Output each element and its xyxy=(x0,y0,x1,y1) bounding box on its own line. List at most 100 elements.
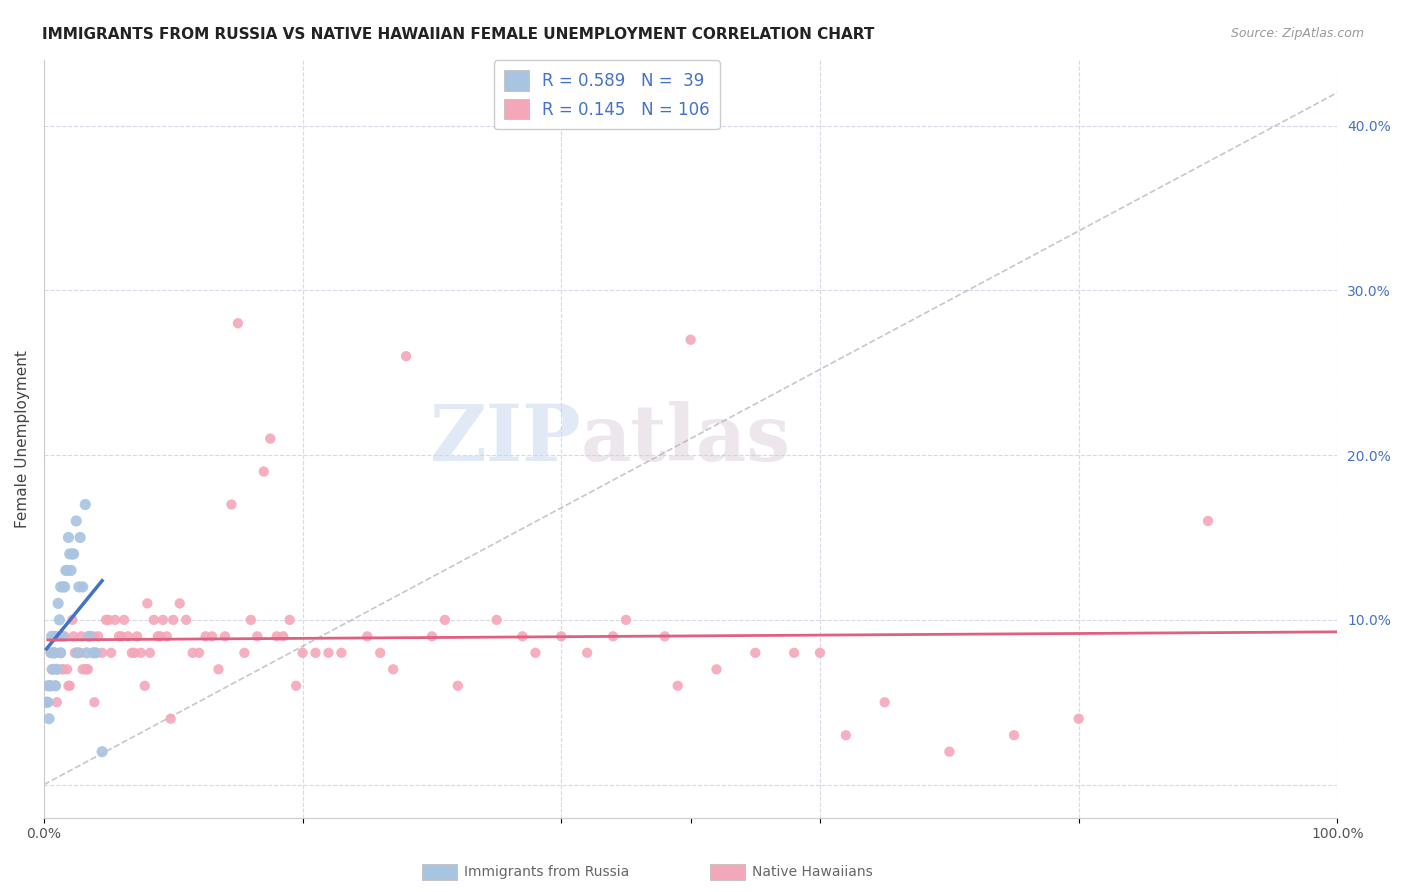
Point xyxy=(136,596,159,610)
Point xyxy=(194,629,217,643)
Point xyxy=(104,613,127,627)
Point xyxy=(108,629,131,643)
Point xyxy=(75,662,97,676)
Point xyxy=(291,646,314,660)
Point xyxy=(55,563,77,577)
Point xyxy=(65,514,87,528)
Point xyxy=(420,629,443,643)
Point xyxy=(706,662,728,676)
Point xyxy=(395,349,418,363)
Point xyxy=(201,629,224,643)
Point xyxy=(146,629,169,643)
Point xyxy=(42,662,65,676)
Point xyxy=(100,646,122,660)
Point xyxy=(259,432,281,446)
Point xyxy=(41,629,63,643)
Point xyxy=(512,629,534,643)
Point xyxy=(110,629,132,643)
Point xyxy=(44,646,66,660)
Point xyxy=(59,679,82,693)
Point xyxy=(39,646,62,660)
Point xyxy=(368,646,391,660)
Point xyxy=(45,662,67,676)
Y-axis label: Female Unemployment: Female Unemployment xyxy=(15,350,30,527)
Point xyxy=(614,613,637,627)
Point xyxy=(46,596,69,610)
Text: atlas: atlas xyxy=(581,401,790,476)
Point xyxy=(63,646,86,660)
Point xyxy=(233,646,256,660)
Point xyxy=(69,646,91,660)
Point xyxy=(318,646,340,660)
Text: Immigrants from Russia: Immigrants from Russia xyxy=(464,865,630,880)
Point xyxy=(44,679,66,693)
Point xyxy=(44,629,66,643)
Point xyxy=(58,531,80,545)
Point xyxy=(125,629,148,643)
Point xyxy=(39,679,62,693)
Point xyxy=(84,646,107,660)
Point xyxy=(226,316,249,330)
Point xyxy=(253,465,276,479)
Point xyxy=(44,679,66,693)
Point xyxy=(67,580,90,594)
Point xyxy=(48,613,70,627)
Point xyxy=(246,629,269,643)
Point xyxy=(576,646,599,660)
Point xyxy=(214,629,236,643)
Point xyxy=(70,629,93,643)
Point xyxy=(35,695,58,709)
Point xyxy=(524,646,547,660)
Point xyxy=(38,679,60,693)
Point xyxy=(433,613,456,627)
Point xyxy=(278,613,301,627)
Point xyxy=(56,563,79,577)
Point xyxy=(87,629,110,643)
Point xyxy=(239,613,262,627)
Point xyxy=(65,646,87,660)
Text: Source: ZipAtlas.com: Source: ZipAtlas.com xyxy=(1230,27,1364,40)
Point xyxy=(873,695,896,709)
Point xyxy=(44,679,66,693)
Point xyxy=(56,662,79,676)
Point xyxy=(835,728,858,742)
Point xyxy=(59,547,82,561)
Point xyxy=(447,679,470,693)
Text: Native Hawaiians: Native Hawaiians xyxy=(752,865,873,880)
Point xyxy=(485,613,508,627)
Point xyxy=(52,580,75,594)
Point xyxy=(356,629,378,643)
Point xyxy=(221,498,243,512)
Point xyxy=(58,679,80,693)
Point xyxy=(602,629,624,643)
Point xyxy=(744,646,766,660)
Text: IMMIGRANTS FROM RUSSIA VS NATIVE HAWAIIAN FEMALE UNEMPLOYMENT CORRELATION CHART: IMMIGRANTS FROM RUSSIA VS NATIVE HAWAIIA… xyxy=(42,27,875,42)
Point xyxy=(53,629,76,643)
Point xyxy=(134,679,156,693)
Point xyxy=(60,563,83,577)
Point xyxy=(69,531,91,545)
Point xyxy=(1067,712,1090,726)
Point xyxy=(77,629,100,643)
Point xyxy=(382,662,405,676)
Text: ZIP: ZIP xyxy=(429,401,581,476)
Point xyxy=(188,646,211,660)
Point xyxy=(285,679,308,693)
Point xyxy=(82,646,104,660)
Point xyxy=(152,613,174,627)
Point xyxy=(37,679,59,693)
Point xyxy=(76,646,98,660)
Point xyxy=(94,613,117,627)
Point xyxy=(271,629,294,643)
Point xyxy=(44,646,66,660)
Point xyxy=(783,646,806,660)
Point xyxy=(75,498,97,512)
Point xyxy=(97,613,120,627)
Point xyxy=(550,629,572,643)
Point xyxy=(808,646,831,660)
Point xyxy=(117,629,139,643)
Point xyxy=(67,646,90,660)
Point xyxy=(41,646,63,660)
Point xyxy=(62,629,84,643)
Point xyxy=(51,662,73,676)
